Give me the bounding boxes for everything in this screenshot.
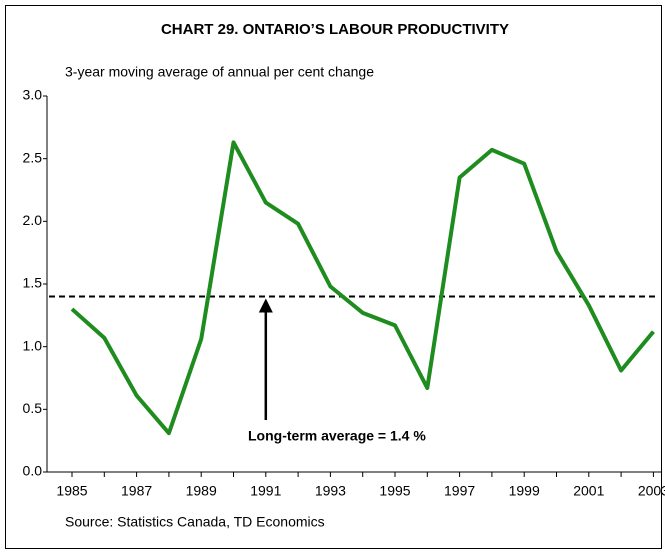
x-tick-label: 1991 [250, 483, 281, 499]
subtitle: 3-year moving average of annual per cent… [65, 64, 374, 80]
source: Source: Statistics Canada, TD Economics [65, 514, 325, 530]
arrow-head [258, 298, 273, 313]
x-tick-label: 1989 [186, 483, 217, 499]
y-tick-label: 2.5 [23, 149, 43, 165]
x-tick-label: 1985 [56, 483, 87, 499]
y-tick-label: 1.5 [23, 275, 43, 291]
data-line [70, 140, 655, 436]
x-tick-label: 1999 [509, 483, 540, 499]
x-tick-label: 1997 [444, 483, 475, 499]
y-tick-label: 0.0 [23, 463, 43, 479]
y-tick-label: 3.0 [23, 87, 43, 103]
y-tick-label: 0.5 [23, 400, 43, 416]
x-tick-label: 1993 [315, 483, 346, 499]
x-tick-label: 1995 [379, 483, 410, 499]
x-tick-label: 2003 [638, 483, 665, 499]
x-tick-label: 1987 [121, 483, 152, 499]
frame [5, 5, 662, 549]
x-tick-label: 2001 [573, 483, 604, 499]
annotation: Long-term average = 1.4 % [248, 428, 426, 444]
y-tick-label: 1.0 [23, 337, 43, 353]
chart-title: CHART 29. ONTARIO’S LABOUR PRODUCTIVITY [161, 21, 509, 38]
y-tick-label: 2.0 [23, 212, 43, 228]
